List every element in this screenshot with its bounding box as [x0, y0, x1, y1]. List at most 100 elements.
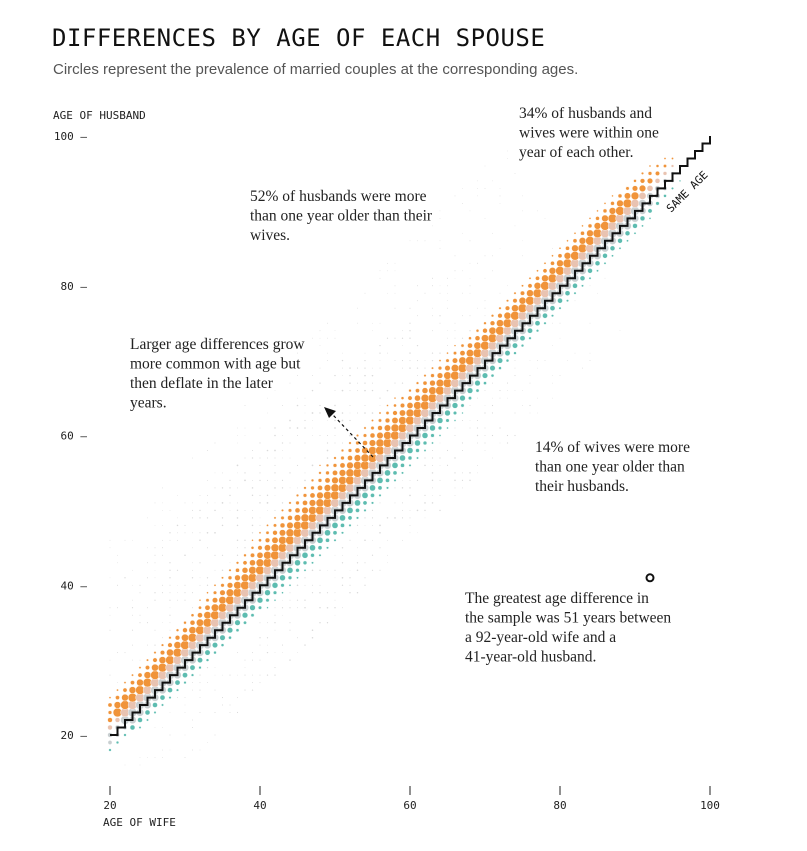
couple-dot	[597, 292, 598, 294]
couple-dot	[192, 682, 193, 684]
couple-dot	[484, 315, 486, 317]
couple-dot	[534, 320, 541, 326]
couple-dot	[469, 292, 471, 294]
couple-dot	[394, 487, 396, 489]
couple-dot	[409, 337, 411, 339]
annotation-line: more common with age but	[130, 356, 301, 373]
couple-dot	[153, 711, 157, 714]
couple-dot	[304, 479, 306, 482]
couple-dot	[422, 380, 428, 386]
couple-dot	[401, 360, 404, 362]
couple-dot	[319, 367, 321, 369]
couple-dot	[237, 547, 238, 549]
x-tick-label: 100	[700, 799, 720, 812]
couple-dot	[296, 576, 299, 580]
couple-dot	[490, 314, 495, 318]
couple-dot	[124, 577, 126, 579]
couple-dot	[357, 307, 358, 309]
couple-dot	[379, 367, 381, 369]
couple-dot	[301, 506, 309, 514]
couple-dot	[371, 501, 374, 505]
couple-dot	[162, 727, 163, 728]
couple-dot	[542, 312, 548, 319]
couple-dot	[477, 195, 478, 197]
couple-dot	[169, 509, 171, 511]
couple-dot	[363, 433, 368, 438]
couple-dot	[589, 352, 591, 354]
couple-dot	[229, 494, 231, 497]
couple-dot	[177, 584, 178, 586]
couple-dot	[423, 374, 427, 378]
couple-dot	[394, 292, 396, 294]
couple-dot	[334, 607, 336, 609]
couple-dot	[522, 210, 523, 212]
couple-dot	[453, 419, 457, 422]
couple-dot	[251, 539, 254, 542]
couple-dot	[422, 440, 428, 446]
couple-dot	[357, 547, 358, 549]
couple-dot	[143, 671, 152, 679]
couple-dot	[447, 285, 448, 287]
couple-dot	[447, 337, 448, 339]
couple-dot	[274, 427, 276, 429]
couple-dot	[131, 629, 134, 631]
couple-dot	[167, 642, 173, 648]
couple-dot	[289, 629, 291, 631]
couple-dot	[462, 188, 463, 189]
couple-dot	[251, 517, 254, 519]
couple-dot	[617, 193, 623, 199]
couple-dot	[339, 462, 346, 469]
couple-dot	[400, 403, 405, 408]
couple-dot	[447, 345, 448, 347]
couple-dot	[198, 599, 202, 602]
couple-dot	[604, 277, 606, 279]
couple-dot	[161, 703, 164, 707]
couple-dot	[168, 636, 172, 640]
couple-dot	[632, 185, 638, 192]
couple-dot	[297, 375, 298, 377]
couple-dot	[341, 442, 344, 444]
couple-dot	[311, 636, 314, 639]
couple-dot	[289, 457, 291, 459]
couple-dot	[431, 352, 434, 354]
couple-dot	[162, 487, 163, 489]
couple-dot	[281, 487, 284, 489]
couple-dot	[221, 554, 224, 556]
couple-dot	[630, 199, 640, 208]
couple-dot	[199, 712, 201, 713]
couple-dot	[220, 583, 225, 588]
couple-dot	[424, 464, 426, 467]
couple-dot	[377, 485, 383, 491]
couple-dot	[347, 515, 353, 521]
couple-dot	[159, 694, 166, 701]
couple-dot	[183, 681, 187, 685]
couple-dot	[214, 674, 216, 676]
couple-dot	[108, 696, 112, 699]
couple-dot	[303, 569, 307, 572]
couple-dot	[221, 704, 224, 706]
couple-dot	[274, 622, 276, 624]
couple-dot	[477, 188, 478, 189]
couple-dot	[289, 382, 291, 384]
couple-dot	[451, 364, 459, 373]
couple-dot	[506, 434, 509, 437]
couple-dot	[266, 637, 269, 639]
couple-dot	[287, 575, 293, 580]
couple-dot	[221, 487, 224, 489]
couple-dot	[421, 432, 429, 439]
couple-dot	[535, 275, 540, 281]
couple-dot	[459, 350, 466, 356]
couple-dot	[431, 479, 434, 482]
couple-dot	[430, 433, 435, 438]
couple-dot	[537, 397, 538, 399]
couple-dot	[158, 656, 167, 664]
couple-dot	[334, 435, 336, 436]
couple-dot	[409, 524, 411, 526]
couple-dot	[132, 539, 133, 541]
couple-dot	[147, 607, 148, 609]
couple-dot	[368, 446, 377, 455]
couple-dot	[408, 464, 412, 467]
couple-dot	[311, 561, 314, 565]
couple-dot	[237, 435, 238, 436]
couple-dot	[160, 650, 165, 656]
